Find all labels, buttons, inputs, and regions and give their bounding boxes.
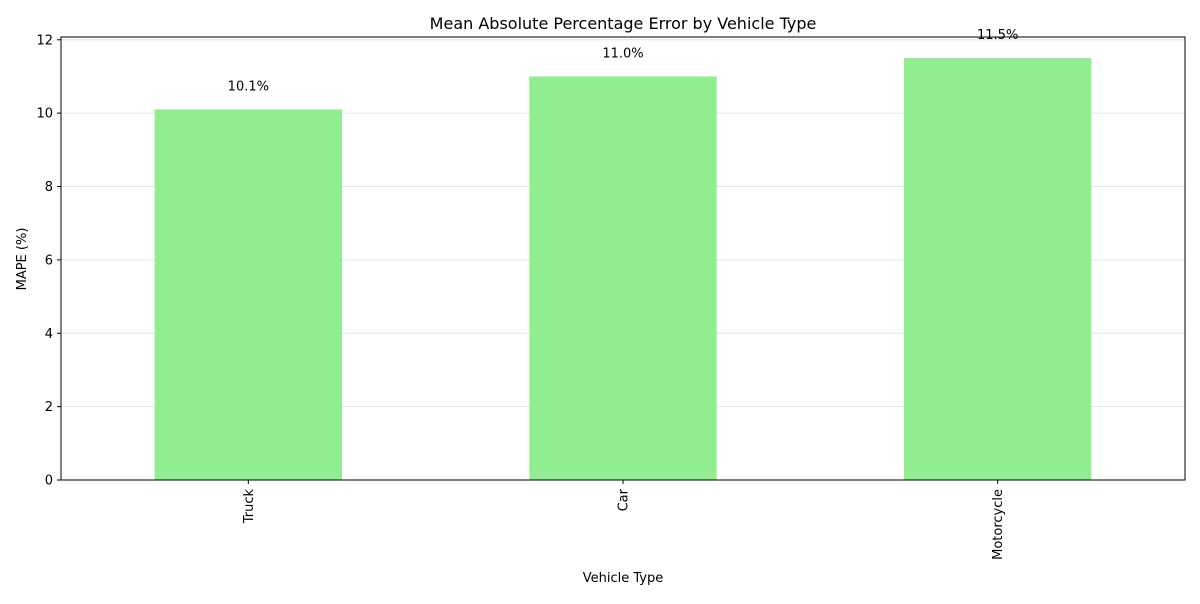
plot-frame (60, 36, 1186, 481)
bar-car (529, 76, 717, 480)
y-tick-label: 4 (45, 327, 53, 342)
y-axis: 0 2 4 6 8 10 12 (36, 33, 61, 489)
data-label: 11.0% (602, 46, 643, 61)
y-tick-label: 8 (45, 180, 53, 195)
y-tick-label: 0 (45, 474, 53, 489)
data-labels: 10.1% 11.0% 11.5% (228, 28, 1019, 94)
data-label: 10.1% (228, 79, 269, 94)
x-tick-label: Truck (242, 489, 257, 525)
y-tick-label: 2 (45, 400, 53, 415)
bar-motorcycle (904, 58, 1092, 480)
x-tick-label: Motorcycle (991, 489, 1006, 560)
bar-truck (154, 109, 342, 481)
y-tick-label: 6 (45, 253, 53, 268)
x-axis-label: Vehicle Type (583, 571, 663, 586)
y-tick-label: 12 (36, 33, 53, 48)
data-label: 11.5% (977, 28, 1018, 43)
y-tick-label: 10 (36, 107, 53, 122)
x-axis: Truck Car Motorcycle (242, 480, 1006, 560)
bars (154, 58, 1092, 481)
chart-title: Mean Absolute Percentage Error by Vehicl… (430, 14, 817, 33)
y-axis-label: MAPE (%) (15, 228, 30, 291)
x-tick-label: Car (617, 488, 632, 511)
